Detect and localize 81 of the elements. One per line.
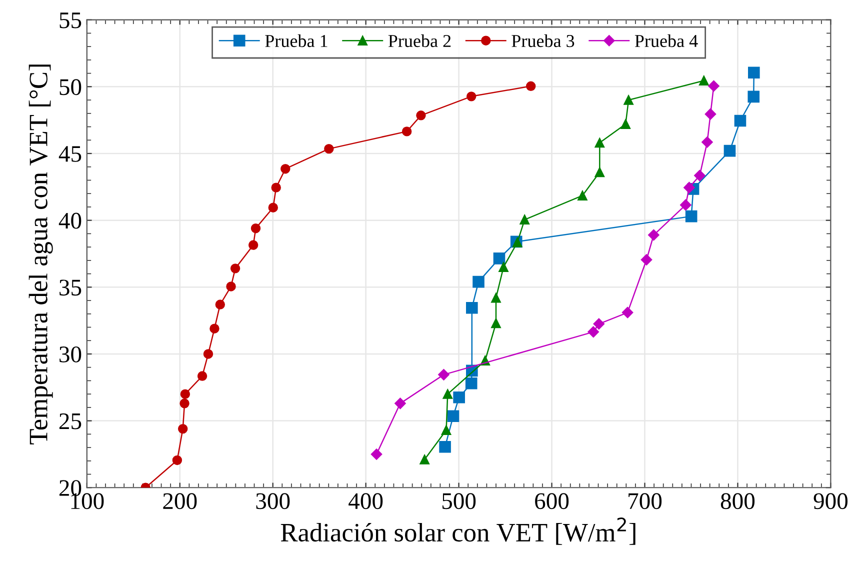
point — [226, 282, 236, 292]
point — [394, 398, 406, 410]
x-tick-label: 500 — [442, 493, 476, 510]
point — [442, 389, 453, 399]
point — [215, 300, 225, 310]
y-tick-label: 40 — [58, 212, 82, 229]
point — [466, 92, 476, 102]
x-tick-label: 400 — [348, 493, 383, 510]
point — [370, 448, 382, 460]
x-tick-label: 600 — [535, 493, 569, 510]
point — [271, 182, 281, 192]
x-tick-label: 700 — [628, 493, 662, 510]
y-tick-label: 45 — [58, 146, 82, 162]
point — [438, 369, 450, 380]
point — [230, 264, 240, 274]
point — [197, 371, 208, 381]
y-tick-label: 30 — [60, 346, 82, 362]
point — [620, 119, 630, 129]
point — [453, 392, 465, 404]
point — [680, 199, 692, 211]
point — [491, 292, 501, 303]
point — [268, 202, 278, 212]
point — [465, 377, 478, 390]
point — [180, 389, 190, 399]
point — [648, 229, 660, 241]
point — [748, 90, 760, 103]
point — [702, 136, 713, 148]
point — [593, 318, 605, 330]
point — [624, 95, 634, 105]
legend-label: Prueba 3 — [512, 34, 574, 48]
point — [520, 214, 530, 225]
point — [172, 455, 182, 466]
point — [622, 306, 634, 318]
point — [491, 318, 501, 328]
x-tick-label: 800 — [720, 493, 755, 510]
point — [724, 144, 736, 157]
point — [439, 440, 451, 453]
point — [588, 326, 599, 338]
point — [250, 223, 261, 234]
point — [466, 302, 478, 314]
point — [447, 410, 460, 422]
point — [685, 210, 698, 222]
x-tick-label: 200 — [163, 493, 197, 510]
point — [708, 80, 720, 92]
legend-label: Prueba 1 — [265, 34, 328, 48]
point — [748, 66, 760, 79]
point — [699, 76, 709, 86]
point — [578, 190, 588, 200]
x-tick-label: 300 — [256, 493, 290, 510]
point — [402, 126, 412, 136]
point — [203, 349, 214, 359]
point — [694, 170, 706, 182]
point — [594, 138, 605, 148]
point — [493, 252, 506, 264]
point — [512, 238, 522, 248]
point — [498, 262, 508, 272]
y-tick-label: 35 — [60, 280, 82, 296]
y-tick-label: 25 — [59, 413, 82, 430]
legend-label: Prueba 4 — [634, 34, 698, 48]
point — [420, 454, 430, 464]
point — [526, 81, 536, 91]
point — [178, 424, 188, 434]
point — [210, 324, 220, 334]
y-tick-label: 55 — [60, 12, 82, 28]
x-tick-label: 900 — [814, 493, 848, 510]
point — [734, 114, 746, 127]
point — [684, 182, 695, 194]
point — [416, 110, 426, 120]
point — [324, 144, 334, 154]
point — [594, 167, 605, 178]
y-tick-label: 50 — [60, 79, 82, 96]
x-axis-title: Radiación solar con VET [W/m$^{2}$] — [280, 518, 636, 545]
point — [441, 425, 452, 436]
point — [704, 108, 716, 120]
point — [248, 240, 258, 250]
point — [640, 254, 652, 266]
point — [280, 164, 290, 174]
y-axis-title: Temperatura del agua con VET [°C] — [28, 64, 53, 444]
point — [472, 276, 484, 288]
point — [180, 398, 190, 408]
legend-label: Prueba 2 — [388, 34, 451, 48]
